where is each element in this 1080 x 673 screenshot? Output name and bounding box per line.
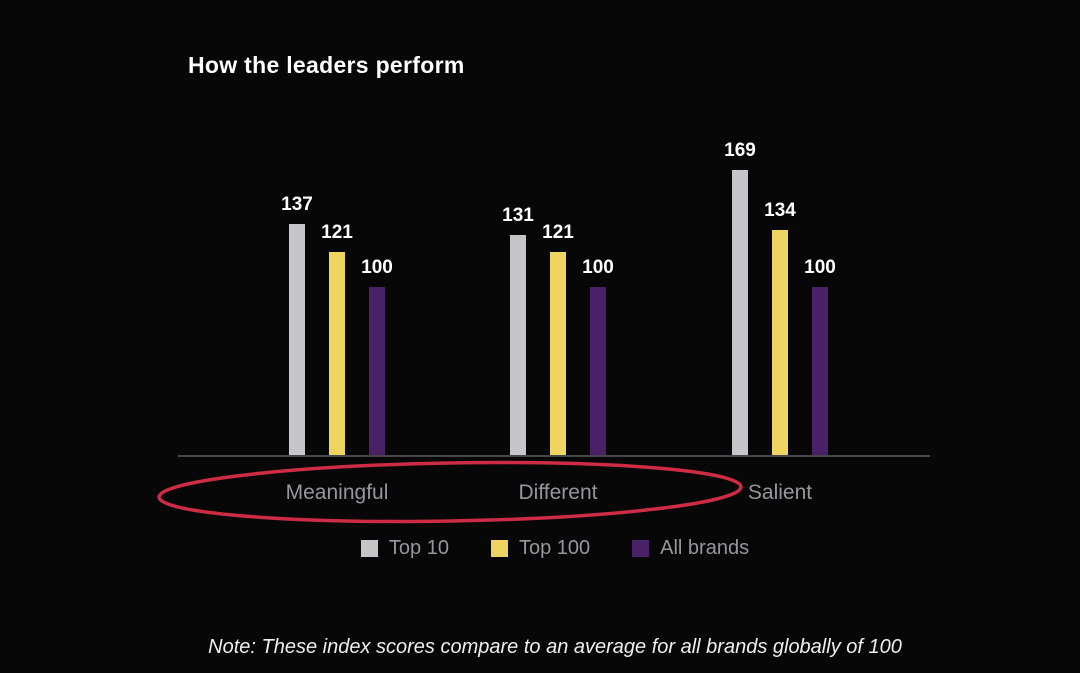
- legend-item-all-brands: All brands: [632, 537, 749, 560]
- bar-meaningful-all-brands: [369, 287, 385, 456]
- legend-label-top10: Top 10: [388, 537, 449, 559]
- bar-value-label: 121: [542, 222, 574, 243]
- top100-swatch-icon: [490, 540, 508, 557]
- legend-item-top100: Top 100: [490, 537, 591, 560]
- top10-swatch-icon: [360, 540, 378, 557]
- bar-meaningful-top-100: [329, 252, 345, 456]
- bar-value-label: 100: [804, 257, 836, 278]
- bar-salient-top-100: [772, 230, 788, 456]
- legend-item-top10: Top 10: [360, 537, 449, 560]
- bar-value-label: 100: [361, 257, 393, 278]
- category-label-salient: Salient: [747, 481, 813, 504]
- bar-salient-all-brands: [812, 287, 828, 456]
- bar-meaningful-top-10: [289, 224, 305, 456]
- category-axis-labels: Meaningful Different Salient: [180, 481, 930, 511]
- bar-value-label: 121: [321, 222, 353, 243]
- bar-value-label: 100: [582, 257, 614, 278]
- bar-chart-plot-area: 137 121 100 131 121 100 169 134 100: [180, 100, 930, 456]
- category-label-different: Different: [518, 481, 598, 504]
- legend: Top 10 Top 100 All brands: [180, 537, 930, 560]
- bar-salient-top-10: [732, 170, 748, 456]
- bar-different-top-100: [550, 252, 566, 456]
- all-brands-swatch-icon: [632, 540, 650, 557]
- legend-label-top100: Top 100: [518, 537, 591, 559]
- bar-different-all-brands: [590, 287, 606, 456]
- footnote: Note: These index scores compare to an a…: [208, 636, 902, 658]
- x-axis-baseline: [178, 455, 930, 457]
- legend-label-all-brands: All brands: [660, 537, 750, 559]
- bar-value-label: 137: [281, 194, 313, 215]
- bar-value-label: 169: [724, 140, 756, 161]
- bar-different-top-10: [510, 235, 526, 456]
- category-label-meaningful: Meaningful: [285, 481, 389, 504]
- chart-title: How the leaders perform: [188, 52, 465, 78]
- bar-value-label: 131: [502, 205, 534, 226]
- bar-value-label: 134: [764, 200, 796, 221]
